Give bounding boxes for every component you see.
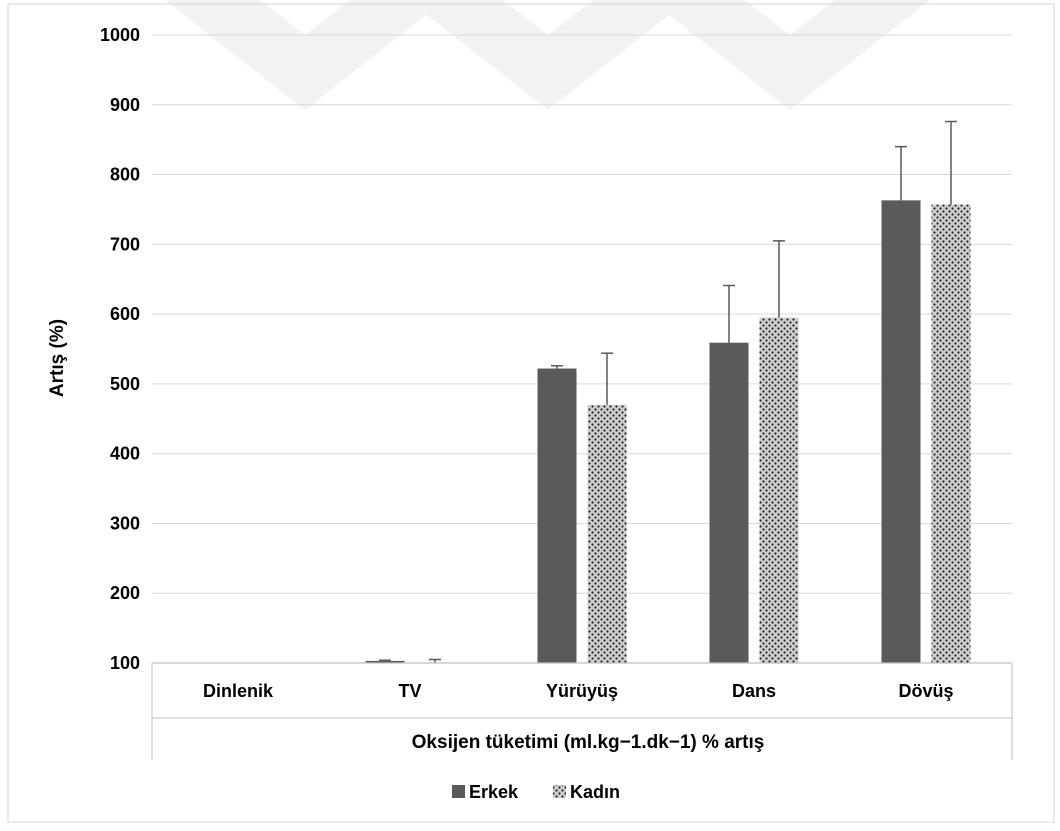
bar-erkek-1 xyxy=(365,660,405,663)
y-tick-label-300: 300 xyxy=(110,513,140,533)
bar-erkek-4 xyxy=(881,200,921,663)
bar-kadin-2 xyxy=(587,404,627,663)
watermark-chevron-3 xyxy=(650,0,930,110)
y-tick-label-700: 700 xyxy=(110,234,140,254)
y-axis-ticks: 100 200 300 400 500 600 700 800 900 1000 xyxy=(100,25,140,673)
watermark-chevron-2 xyxy=(408,0,688,110)
error-bars xyxy=(379,120,957,663)
y-axis-title: Artış (%) xyxy=(47,319,68,397)
y-tick-label-500: 500 xyxy=(110,374,140,394)
watermark xyxy=(165,0,930,110)
y-tick-label-1000: 1000 xyxy=(100,25,140,45)
gridlines xyxy=(152,34,1012,594)
bar-erkek-3 xyxy=(709,342,749,663)
bar-erkek-2 xyxy=(537,368,577,663)
x-tick-label-1: TV xyxy=(398,681,421,701)
bar-kadin-4 xyxy=(931,204,971,663)
x-tick-label-0: Dinlenik xyxy=(203,681,274,701)
x-axis: Dinlenik TV Yürüyüş Dans Dövüş xyxy=(151,662,1013,760)
legend-label-kadin: Kadın xyxy=(570,782,620,802)
x-tick-label-4: Dövüş xyxy=(898,681,953,701)
x-tick-label-2: Yürüyüş xyxy=(546,681,618,701)
legend-swatch-erkek xyxy=(452,785,465,798)
chart-frame xyxy=(7,3,1055,823)
legend-swatch-kadin xyxy=(553,785,566,798)
x-axis-title: Oksijen tüketimi (ml.kg−1.dk−1) % artış xyxy=(412,732,765,753)
y-tick-label-200: 200 xyxy=(110,583,140,603)
legend: Erkek Kadın xyxy=(452,782,620,802)
y-tick-label-800: 800 xyxy=(110,165,140,185)
legend-label-erkek: Erkek xyxy=(469,782,519,802)
watermark-chevron-1 xyxy=(165,0,445,110)
y-tick-label-400: 400 xyxy=(110,444,140,464)
x-tick-label-3: Dans xyxy=(732,681,776,701)
y-tick-label-900: 900 xyxy=(110,95,140,115)
bar-kadin-3 xyxy=(759,317,799,663)
y-tick-label-600: 600 xyxy=(110,304,140,324)
y-tick-label-100: 100 xyxy=(110,653,140,673)
bars xyxy=(365,200,971,663)
